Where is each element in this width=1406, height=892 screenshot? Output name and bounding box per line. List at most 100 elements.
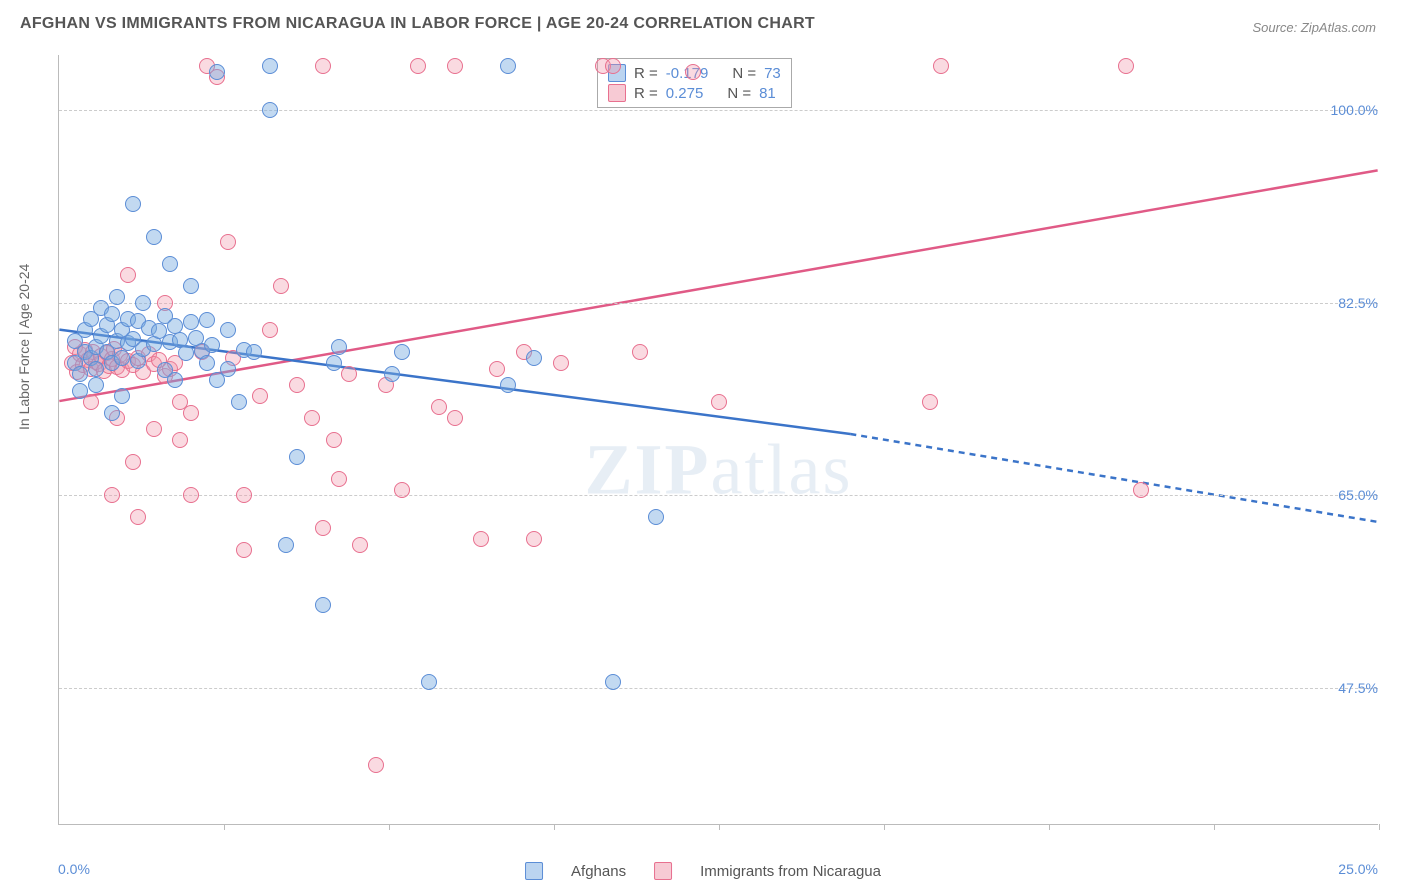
legend: Afghans Immigrants from Nicaragua <box>525 862 881 880</box>
point-afghan <box>289 449 305 465</box>
y-axis-label: In Labor Force | Age 20-24 <box>16 264 32 430</box>
point-afghan <box>183 314 199 330</box>
stats-r-label: R = <box>634 65 658 82</box>
point-afghan <box>72 383 88 399</box>
gridline-h <box>59 110 1378 111</box>
point-nicaragua <box>172 432 188 448</box>
point-nicaragua <box>125 454 141 470</box>
stats-n-value: 81 <box>759 85 776 102</box>
point-afghan <box>104 306 120 322</box>
point-afghan <box>109 289 125 305</box>
stats-swatch <box>608 84 626 102</box>
trend-lines <box>59 55 1378 824</box>
point-afghan <box>209 372 225 388</box>
point-afghan <box>331 339 347 355</box>
x-tick <box>1214 824 1215 830</box>
gridline-h <box>59 495 1378 496</box>
point-afghan <box>384 366 400 382</box>
point-nicaragua <box>489 361 505 377</box>
point-nicaragua <box>172 394 188 410</box>
point-nicaragua <box>473 531 489 547</box>
x-tick <box>1379 824 1380 830</box>
x-tick <box>884 824 885 830</box>
point-nicaragua <box>273 278 289 294</box>
point-afghan <box>262 102 278 118</box>
x-tick-min: 0.0% <box>58 861 90 877</box>
point-afghan <box>199 312 215 328</box>
watermark-bold: ZIP <box>585 430 711 510</box>
point-afghan <box>146 229 162 245</box>
watermark: ZIPatlas <box>585 429 853 512</box>
watermark-light: atlas <box>711 430 853 510</box>
point-nicaragua <box>352 537 368 553</box>
stats-r-label: R = <box>634 85 658 102</box>
point-afghan <box>526 350 542 366</box>
point-afghan <box>178 345 194 361</box>
point-nicaragua <box>104 487 120 503</box>
point-nicaragua <box>341 366 357 382</box>
point-nicaragua <box>1133 482 1149 498</box>
point-nicaragua <box>605 58 621 74</box>
point-nicaragua <box>447 58 463 74</box>
plot-area: ZIPatlas R =-0.179N =73R =0.275N =81 <box>58 55 1378 825</box>
stats-n-label: N = <box>727 85 751 102</box>
point-nicaragua <box>262 322 278 338</box>
stats-row: R = 0.275 N = 81 <box>608 83 781 103</box>
legend-label-afghans: Afghans <box>571 863 626 880</box>
chart-title: AFGHAN VS IMMIGRANTS FROM NICARAGUA IN L… <box>20 15 815 33</box>
y-tick-label: 100.0% <box>1331 102 1378 118</box>
point-afghan <box>167 372 183 388</box>
y-tick-label: 82.5% <box>1338 295 1378 311</box>
point-afghan <box>114 388 130 404</box>
point-nicaragua <box>922 394 938 410</box>
point-afghan <box>162 256 178 272</box>
point-afghan <box>500 377 516 393</box>
x-tick <box>389 824 390 830</box>
point-nicaragua <box>252 388 268 404</box>
point-afghan <box>315 597 331 613</box>
point-nicaragua <box>289 377 305 393</box>
stats-n-label: N = <box>732 65 756 82</box>
point-nicaragua <box>304 410 320 426</box>
correlation-chart: AFGHAN VS IMMIGRANTS FROM NICARAGUA IN L… <box>10 10 1396 882</box>
y-tick-label: 47.5% <box>1338 680 1378 696</box>
point-nicaragua <box>368 757 384 773</box>
point-afghan <box>500 58 516 74</box>
point-afghan <box>648 509 664 525</box>
x-tick <box>1049 824 1050 830</box>
point-nicaragua <box>183 487 199 503</box>
point-afghan <box>183 278 199 294</box>
point-afghan <box>262 58 278 74</box>
point-nicaragua <box>431 399 447 415</box>
gridline-h <box>59 688 1378 689</box>
legend-label-nicaragua: Immigrants from Nicaragua <box>700 863 881 880</box>
point-nicaragua <box>933 58 949 74</box>
point-nicaragua <box>711 394 727 410</box>
point-afghan <box>125 196 141 212</box>
point-nicaragua <box>326 432 342 448</box>
point-nicaragua <box>685 64 701 80</box>
point-nicaragua <box>146 421 162 437</box>
point-afghan <box>326 355 342 371</box>
point-afghan <box>605 674 621 690</box>
point-nicaragua <box>315 520 331 536</box>
point-afghan <box>220 322 236 338</box>
point-afghan <box>114 350 130 366</box>
point-nicaragua <box>236 542 252 558</box>
point-afghan <box>135 295 151 311</box>
point-nicaragua <box>315 58 331 74</box>
point-nicaragua <box>632 344 648 360</box>
point-nicaragua <box>526 531 542 547</box>
x-tick-max: 25.0% <box>1338 861 1378 877</box>
point-nicaragua <box>120 267 136 283</box>
point-afghan <box>231 394 247 410</box>
point-nicaragua <box>331 471 347 487</box>
point-afghan <box>72 366 88 382</box>
point-nicaragua <box>220 234 236 250</box>
point-nicaragua <box>1118 58 1134 74</box>
stats-r-value: 0.275 <box>666 85 704 102</box>
point-nicaragua <box>394 482 410 498</box>
point-nicaragua <box>553 355 569 371</box>
legend-swatch-blue <box>525 862 543 880</box>
point-afghan <box>204 337 220 353</box>
